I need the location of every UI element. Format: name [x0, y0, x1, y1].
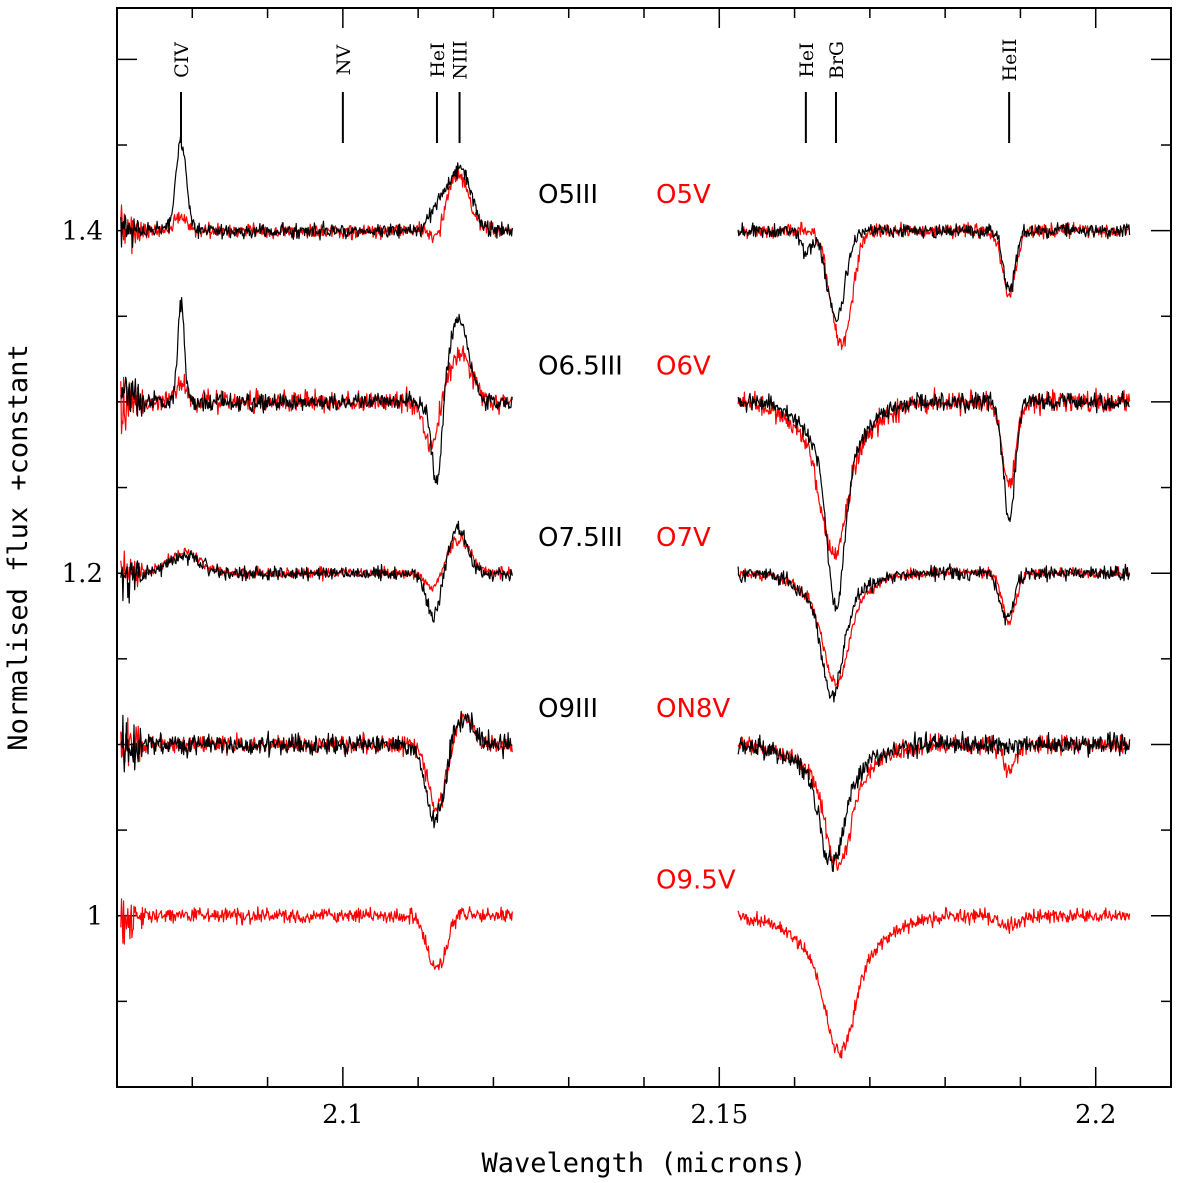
giant-type-label: O7.5III — [538, 523, 623, 553]
dwarf-type-label: O5V — [656, 180, 711, 210]
spectrum-o9iii-right — [737, 731, 1131, 873]
spectrum-o5iii-right — [737, 222, 1131, 323]
dwarf-type-label: O6V — [656, 352, 711, 382]
line-marker-label: NV — [333, 45, 355, 76]
giant-type-label: O6.5III — [538, 352, 623, 382]
spectrum-o6-5iii-right — [737, 390, 1131, 612]
spectrum-o7-5iii-left — [120, 520, 513, 623]
y-tick-label: 1.2 — [62, 559, 103, 589]
spectrum-o5v-left — [120, 168, 513, 255]
spectrum-o7v-right — [737, 566, 1131, 688]
y-tick-label: 1.4 — [62, 217, 103, 247]
axis-ticks — [116, 8, 1172, 1087]
y-tick-labels: 1 1.2 1.4 — [62, 217, 103, 932]
dwarf-type-label: ON8V — [656, 694, 730, 724]
dwarf-type-label: O9.5V — [656, 865, 736, 895]
x-axis-title: Wavelength (microns) — [481, 1148, 806, 1179]
line-marker-label: BrG — [826, 41, 848, 79]
spectrum-o6-5iii-left — [120, 297, 513, 485]
x-tick-label: 2.15 — [690, 1100, 748, 1130]
y-tick-label: 1 — [86, 902, 103, 932]
spectrum-o5iii-left — [120, 132, 513, 248]
spectrum-o7v-left — [120, 534, 513, 592]
dwarf-type-label: O7V — [656, 523, 711, 553]
x-tick-labels: 2.1 2.15 2.2 — [322, 1100, 1116, 1130]
line-marker-label: NIII — [450, 40, 472, 79]
spectra-series — [120, 132, 1131, 1059]
y-axis-title: Normalised flux +constant — [3, 344, 34, 750]
line-markers: CIV NV HeI NIII HeI BrG HeII — [171, 39, 1021, 143]
line-marker-label: HeII — [999, 39, 1021, 82]
x-tick-label: 2.1 — [322, 1100, 363, 1130]
spectrum-o7-5iii-right — [737, 563, 1131, 703]
line-marker-label: HeI — [796, 42, 818, 77]
spectrum-o6v-left — [120, 345, 513, 453]
line-marker-label: HeI — [427, 42, 449, 77]
plot-frame — [116, 7, 1172, 1088]
line-marker-label: CIV — [171, 42, 193, 78]
spectrum-o9iii-left — [120, 711, 513, 829]
giant-type-label: O5III — [538, 180, 598, 210]
spectral-type-labels: O5III O5V O6.5III O6V O7.5III O7V O9III ON8V O9.… — [538, 180, 736, 895]
giant-type-label: O9III — [538, 694, 598, 724]
spectrum-o9-5v-left — [120, 898, 513, 971]
x-tick-label: 2.2 — [1075, 1100, 1116, 1130]
spectrum-o9-5v-right — [737, 906, 1131, 1059]
spectrum-o6v-right — [737, 387, 1131, 561]
spectrum-on8v-right — [737, 732, 1131, 871]
spectrum-o5v-right — [737, 221, 1131, 350]
